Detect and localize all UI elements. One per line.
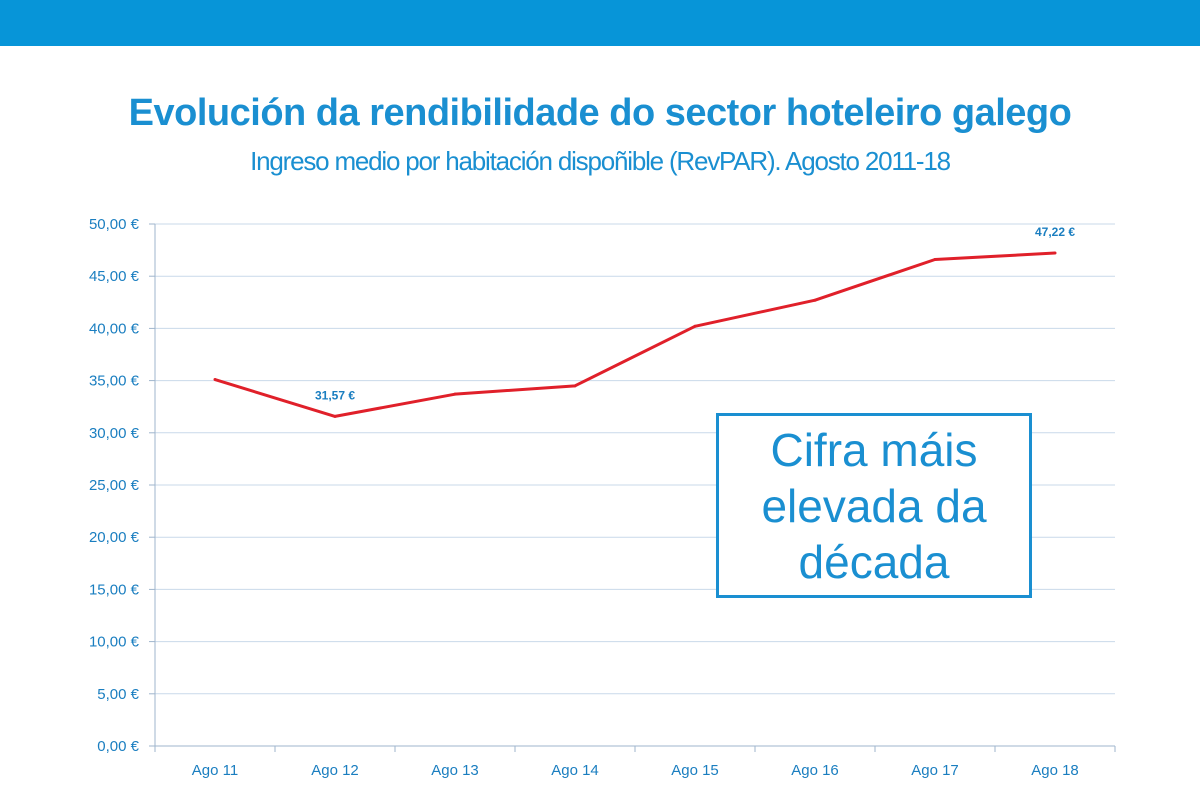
y-tick-label: 30,00 € — [89, 425, 140, 442]
x-tick-label: Ago 18 — [1031, 762, 1079, 779]
data-point — [1053, 251, 1057, 255]
header-bar — [0, 0, 1200, 46]
x-tick-label: Ago 17 — [911, 762, 959, 779]
x-tick-label: Ago 15 — [671, 762, 719, 779]
data-point — [933, 257, 937, 261]
y-tick-label: 45,00 € — [89, 268, 140, 285]
series-line — [214, 251, 1056, 418]
x-tick-label: Ago 11 — [192, 762, 238, 779]
data-point — [333, 414, 337, 418]
callout-box: Cifra máis elevada da década — [716, 413, 1032, 598]
y-tick-label: 5,00 € — [97, 686, 139, 703]
x-tick-label: Ago 13 — [431, 762, 479, 779]
data-label: 31,57 € — [315, 388, 355, 402]
y-tick-label: 15,00 € — [89, 581, 140, 598]
y-tick-label: 35,00 € — [89, 373, 140, 390]
y-tick-label: 40,00 € — [89, 320, 140, 337]
data-point — [693, 324, 697, 328]
x-tick-label: Ago 16 — [791, 762, 839, 779]
y-tick-label: 25,00 € — [89, 477, 140, 494]
y-tick-label: 10,00 € — [89, 634, 140, 651]
data-point — [813, 298, 817, 302]
data-point — [573, 384, 577, 388]
y-tick-label: 20,00 € — [89, 529, 140, 546]
y-tick-label: 0,00 € — [97, 738, 139, 755]
data-point — [453, 392, 457, 396]
chart-subtitle: Ingreso medio por habitación dispoñible … — [250, 146, 951, 176]
y-tick-label: 50,00 € — [89, 216, 140, 233]
chart-title: Evolución da rendibilidade do sector hot… — [128, 92, 1072, 134]
data-point — [213, 378, 217, 382]
x-tick-label: Ago 12 — [311, 762, 359, 779]
data-label: 47,22 € — [1035, 225, 1075, 239]
x-tick-label: Ago 14 — [551, 762, 599, 779]
callout-text: Cifra máis elevada da década — [761, 423, 987, 588]
